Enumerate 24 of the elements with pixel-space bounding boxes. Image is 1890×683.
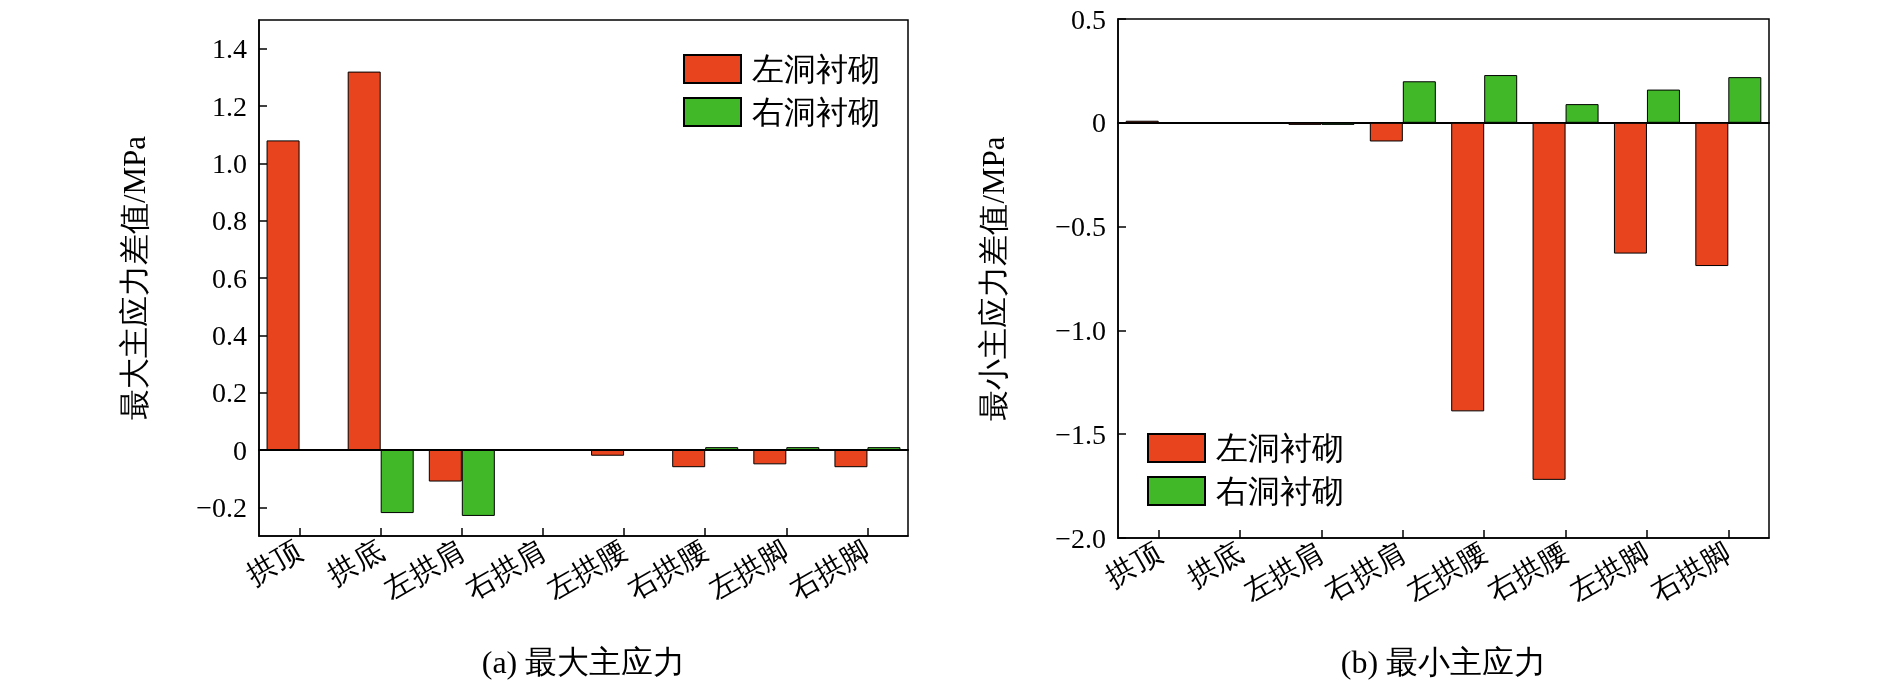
x-tick-label: 拱顶 [241,534,308,591]
legend-label: 右洞衬砌 [1216,473,1344,509]
y-axis-title: 最小主应力差值/MPa [976,136,1011,421]
text: (b) 最小主应力 [1340,644,1547,680]
y-tick-label: 0 [1092,107,1106,139]
y-tick-label: −1.0 [1055,314,1106,346]
y-tick-label: 0.4 [212,319,247,351]
legend-label: 右洞衬砌 [752,94,880,130]
y-tick-label: 1.0 [212,147,247,179]
y-tick-label: 1.2 [212,90,247,122]
text: (a) 最大主应力 [481,644,686,680]
y-tick-label: 0.5 [1071,3,1106,35]
y-tick-label: −2.0 [1055,522,1106,554]
y-tick-label: 0.2 [212,377,247,409]
y-axis-title: 最大主应力差值/MPa [117,135,152,421]
y-tick-label: −1.5 [1055,418,1106,450]
y-tick-label: 1.4 [212,33,247,65]
y-tick-label: 0.8 [212,205,247,237]
y-tick-label: −0.2 [196,491,247,523]
y-tick-label: −0.5 [1055,211,1106,243]
y-tick-label: 0 [233,434,247,466]
y-tick-label: 0.6 [212,262,247,294]
legend-label: 左洞衬砌 [1216,430,1344,466]
legend-label: 左洞衬砌 [752,51,880,87]
